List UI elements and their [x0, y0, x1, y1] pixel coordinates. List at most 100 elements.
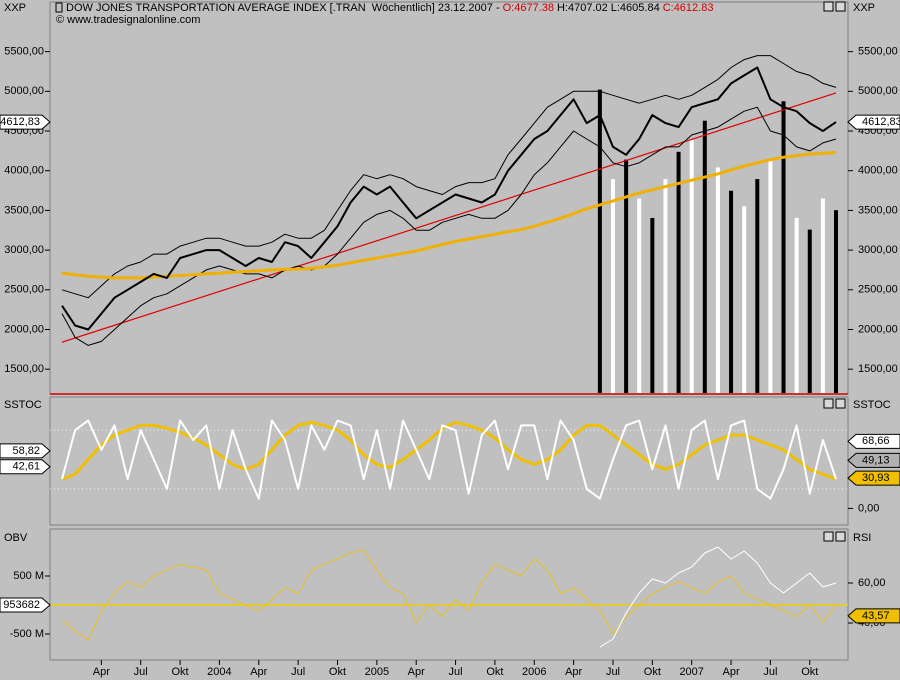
value-tag	[847, 433, 900, 449]
panel-label: SSTOC	[853, 399, 891, 411]
series-line	[61, 106, 837, 346]
close-button[interactable]	[835, 1, 846, 12]
series-line	[61, 419, 837, 500]
y-tick-label: 1500,00	[858, 363, 898, 375]
y-tick-label: 2500,00	[858, 284, 898, 296]
series-line	[61, 66, 837, 331]
y-tick-label: 2000,00	[4, 323, 44, 335]
x-tick-label: Jul	[606, 666, 620, 678]
x-tick-label: Apr	[565, 666, 582, 678]
volume-bar	[742, 206, 747, 393]
panel-label: SSTOC	[4, 399, 42, 411]
x-tick-label: Okt	[329, 666, 346, 678]
subtitle: © www.tradesignalonline.com	[56, 14, 200, 26]
x-tick-label: 2004	[207, 666, 231, 678]
y-tick-label: 4000,00	[4, 165, 44, 177]
volume-bar	[807, 229, 812, 393]
x-tick-label: Okt	[486, 666, 503, 678]
value-tag	[0, 459, 51, 475]
value-tag-label: 953682	[3, 599, 40, 611]
series-line	[599, 546, 837, 648]
value-tag-label: 43,57	[862, 610, 890, 622]
y-tick-label: 1500,00	[4, 363, 44, 375]
y-tick-label: 5000,00	[4, 85, 44, 97]
trendline	[61, 92, 837, 343]
value-tag	[847, 114, 900, 130]
icon	[55, 2, 63, 13]
x-tick-label: Apr	[408, 666, 425, 678]
value-tag	[847, 470, 900, 486]
value-tag-label: 4612,83	[862, 116, 900, 128]
symbol: XXP	[4, 2, 26, 14]
low: L:4605.84	[611, 2, 660, 14]
y-tick-label: 3000,00	[858, 244, 898, 256]
x-tick-label: Okt	[172, 666, 189, 678]
value-tag-label: 4612,83	[0, 116, 40, 128]
value-tag-label: 58,82	[12, 445, 40, 457]
y-tick-label: -500 M	[10, 628, 44, 640]
y-tick-label: 5000,00	[858, 85, 898, 97]
x-tick-label: Okt	[644, 666, 661, 678]
high: H:4707.02	[557, 2, 608, 14]
volume-bar	[650, 217, 655, 393]
x-tick-label: 2007	[679, 666, 703, 678]
volume-bar	[676, 151, 681, 393]
volume-bar	[689, 140, 694, 393]
value-tag-label: 30,93	[862, 472, 890, 484]
y-tick-label: 3500,00	[858, 204, 898, 216]
volume-bar	[597, 89, 602, 393]
chart-title: DOW JONES TRANSPORTATION AVERAGE INDEX […	[66, 2, 713, 14]
window-button[interactable]	[823, 531, 834, 542]
value-tag-label: 42,61	[12, 461, 40, 473]
x-tick-label: Jul	[134, 666, 148, 678]
volume-bar	[781, 101, 786, 393]
volume-bar	[610, 179, 615, 393]
stoch-panel	[49, 396, 849, 526]
volume-bar	[663, 179, 668, 393]
y-tick-label: 500 M	[13, 570, 44, 582]
close-button[interactable]	[835, 531, 846, 542]
title: DOW JONES TRANSPORTATION AVERAGE INDEX […	[66, 2, 500, 14]
x-tick-label: Apr	[250, 666, 267, 678]
y-tick-label: 60,00	[858, 577, 886, 589]
window-button[interactable]	[823, 398, 834, 409]
volume-bar	[624, 159, 629, 393]
value-tag	[847, 452, 900, 468]
volume-bar	[755, 179, 760, 393]
volume-bar	[715, 167, 720, 393]
y-tick-label: 5500,00	[858, 46, 898, 58]
volume-bar	[768, 159, 773, 393]
x-tick-label: Jul	[291, 666, 305, 678]
window-button[interactable]	[823, 1, 834, 12]
volume-bar	[820, 198, 825, 393]
series-line	[61, 55, 837, 299]
x-tick-label: 2006	[522, 666, 546, 678]
x-tick-label: Jul	[763, 666, 777, 678]
y-tick-label: 3000,00	[4, 244, 44, 256]
volume-bar	[794, 217, 799, 393]
x-tick-label: Apr	[722, 666, 739, 678]
y-tick-label: 2500,00	[4, 284, 44, 296]
close-button[interactable]	[835, 398, 846, 409]
close: C:4612.83	[663, 2, 714, 14]
value-tag	[0, 443, 51, 459]
symbol: XXP	[853, 2, 875, 14]
y-tick-label: 2000,00	[858, 323, 898, 335]
y-tick-label: 4000,00	[858, 165, 898, 177]
y-tick-label: 5500,00	[4, 46, 44, 58]
value-tag	[0, 114, 51, 130]
value-tag-label: 68,66	[862, 435, 890, 447]
value-tag	[0, 597, 51, 613]
x-tick-label: 2005	[365, 666, 389, 678]
obv-panel	[49, 528, 849, 661]
volume-bar	[729, 190, 734, 393]
value-tag	[847, 608, 900, 624]
panel-label: OBV	[4, 532, 28, 544]
series-line	[61, 549, 837, 641]
x-tick-label: Okt	[801, 666, 818, 678]
x-tick-label: Jul	[449, 666, 463, 678]
series-line	[61, 151, 837, 280]
y-tick-label: 0,00	[858, 502, 879, 514]
